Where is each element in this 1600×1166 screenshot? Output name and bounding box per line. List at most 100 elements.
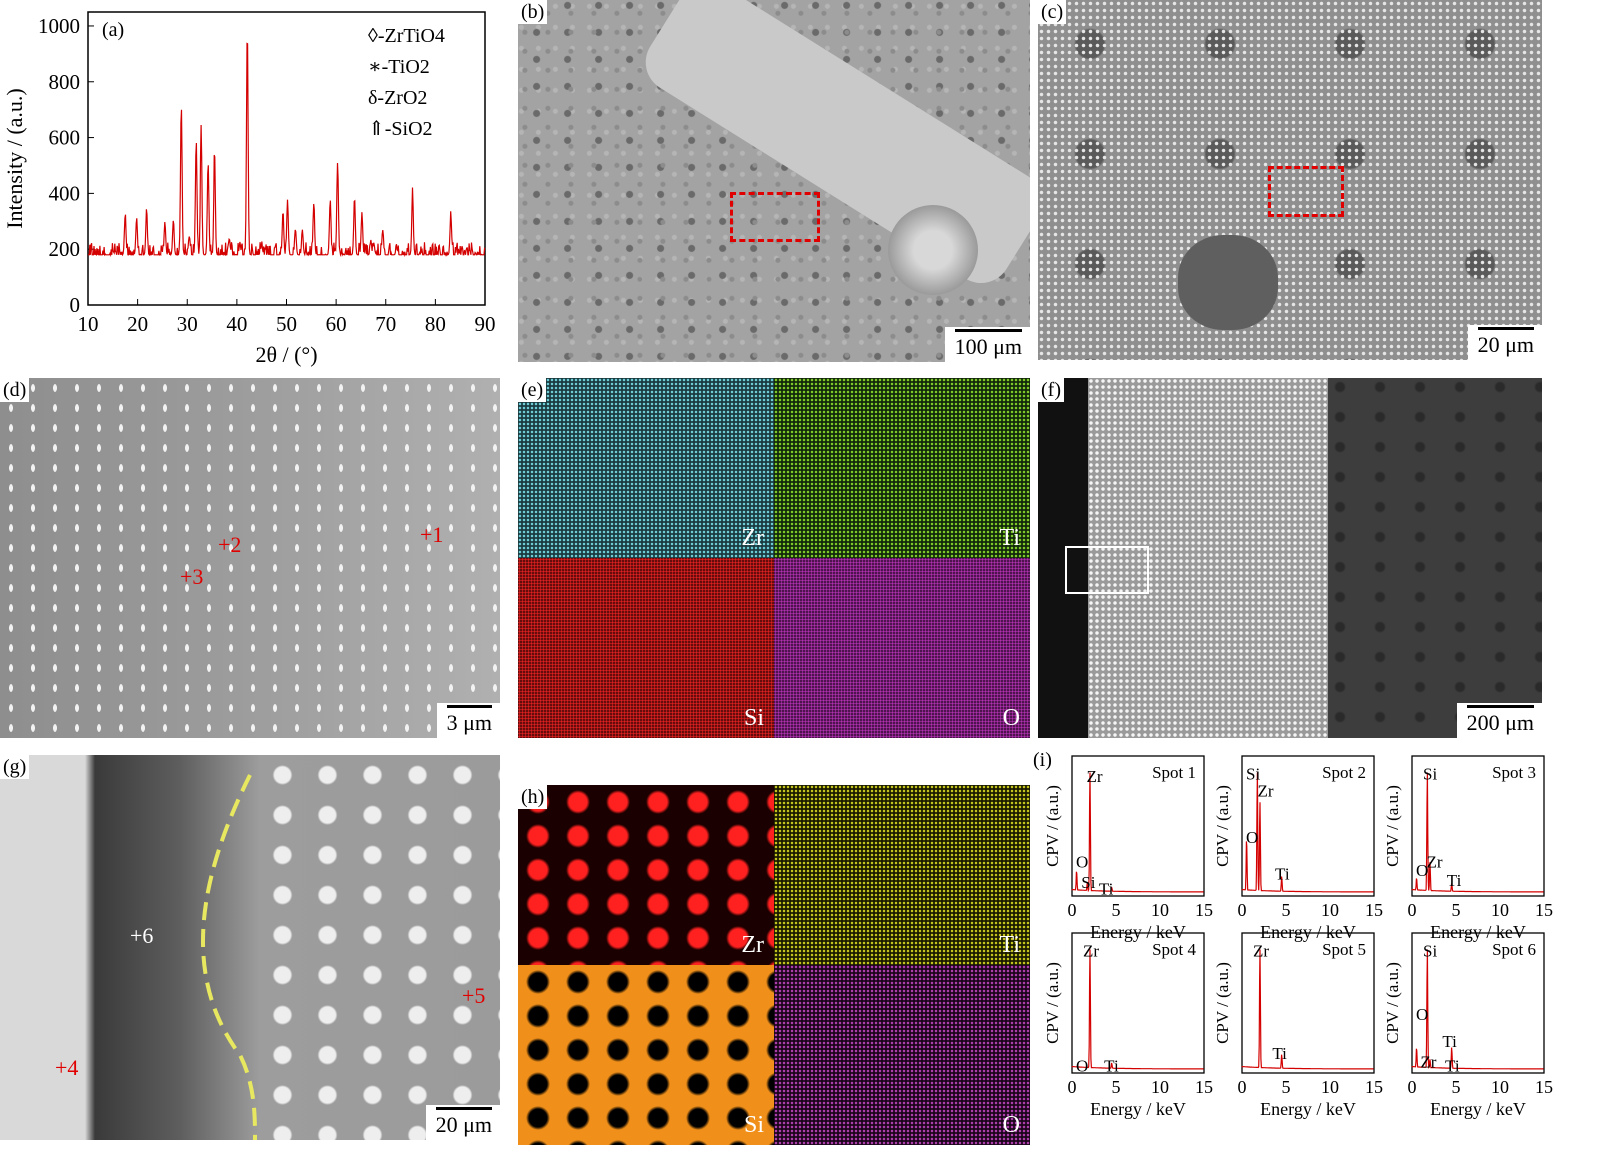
y-tick-label: 400 (49, 181, 81, 205)
element-label-si: Si (743, 705, 764, 731)
y-tick-label: 800 (49, 70, 81, 94)
peak-label: Zr (1087, 767, 1103, 786)
eds-map-si-h: Si (518, 965, 774, 1145)
panel-label-c: (c) (1038, 0, 1067, 24)
peak-label: Si (1246, 765, 1260, 784)
panel-f-cross-section: (f) 200 μm (1038, 378, 1542, 738)
spectrum-line (1411, 772, 1544, 893)
x-tick-label: 5 (1282, 1077, 1291, 1097)
panel-label-d: (d) (0, 378, 30, 402)
panel-b-sem-image: (b) 100 μm (518, 0, 1030, 362)
scale-bar-c: 20 μm (1467, 325, 1542, 360)
cross-section-coating (1088, 378, 1328, 738)
y-tick-label: 1000 (38, 14, 80, 38)
peak-label: Ti (1445, 1056, 1460, 1075)
sem-bump-feature (888, 205, 978, 295)
peak-label: Ti (1442, 1032, 1457, 1051)
x-tick-label: 10 (1491, 1077, 1509, 1097)
sem-surface-image-c (1038, 0, 1542, 360)
panel-i-eds-spectra: (i) 0 5 10 15 Energy / keV CPV / (a.u.) Spot 1… (1030, 748, 1600, 1166)
spot-marker-2: +2 (218, 532, 242, 557)
y-axis-label: CPV / (a.u.) (1043, 785, 1062, 867)
eds-spectrum-1: 0 5 10 15 Energy / keV CPV / (a.u.) Spot 1 Zr OS… (1043, 755, 1213, 942)
eds-map-si: Si (518, 558, 774, 738)
eds-map-o-h: O (774, 965, 1030, 1145)
element-label-ti-h: Ti (999, 932, 1020, 958)
peak-label: O (1076, 853, 1088, 872)
peak-label: Si (1423, 765, 1437, 784)
x-axis-label: Energy / keV (1430, 1099, 1526, 1119)
peak-label: Ti (1447, 871, 1462, 890)
panel-label-h: (h) (518, 785, 548, 809)
spectrum-frame (1071, 755, 1205, 897)
spectrum-title: Spot 6 (1492, 940, 1536, 959)
chart-legend: ◊-ZrTiO4 ∗-TiO2 δ-ZrO2 ⇑-SiO2 (368, 25, 445, 140)
x-tick-label: 10 (78, 312, 99, 336)
eds-spectrum-2: 0 5 10 15 Energy / keV CPV / (a.u.) Spot 2 SiZr… (1213, 755, 1383, 942)
spectrum-title: Spot 1 (1152, 763, 1196, 782)
x-axis-label: Energy / keV (1260, 1099, 1356, 1119)
y-axis-label: CPV / (a.u.) (1043, 962, 1062, 1044)
spectrum-frame (1411, 932, 1545, 1074)
x-tick-label: 10 (1321, 1077, 1339, 1097)
panel-h-eds-maps: Zr Ti Si O (h) (518, 785, 1030, 1145)
x-tick-label: 10 (1151, 1077, 1169, 1097)
x-tick-label: 15 (1195, 900, 1213, 920)
highlight-box-f (1065, 546, 1149, 594)
eds-map-zr-h: Zr (518, 785, 774, 965)
peak-label: Zr (1257, 782, 1273, 801)
x-tick-label: 5 (1282, 900, 1291, 920)
scale-bar-g: 20 μm (425, 1105, 500, 1140)
x-tick-label: 10 (1321, 900, 1339, 920)
spectrum-line (1071, 772, 1204, 893)
scale-bar-d: 3 μm (436, 703, 500, 738)
legend-entry: δ-ZrO2 (368, 87, 427, 109)
eds-spectrum-4: 0 5 10 15 Energy / keV CPV / (a.u.) Spot 4 Zr O T… (1043, 932, 1213, 1119)
spot-marker-5: +5 (462, 983, 486, 1008)
eds-spectrum-5: 0 5 10 15 Energy / keV CPV / (a.u.) Spot 5 Zr Ti (1213, 932, 1383, 1119)
x-tick-label: 90 (475, 312, 496, 336)
y-axis-label: CPV / (a.u.) (1383, 785, 1402, 867)
legend-entry: ◊-ZrTiO4 (368, 25, 445, 47)
y-tick-label: 200 (49, 237, 81, 261)
x-tick-label: 0 (1238, 900, 1247, 920)
peak-label: O (1246, 828, 1258, 847)
y-tick-label: 0 (70, 293, 81, 317)
spectrum-line (1241, 949, 1374, 1070)
peak-label: Si (1081, 873, 1095, 892)
x-tick-label: 5 (1112, 1077, 1121, 1097)
element-label-zr-h: Zr (741, 932, 764, 958)
cross-section-edge (1038, 378, 1088, 738)
x-tick-label: 15 (1535, 1077, 1553, 1097)
x-tick-label: 5 (1452, 900, 1461, 920)
x-axis-label: Energy / keV (1430, 922, 1526, 942)
scale-bar-b: 100 μm (944, 327, 1030, 362)
scale-bar-f: 200 μm (1456, 703, 1542, 738)
y-axis-label: Intensity / (a.u.) (2, 88, 27, 229)
spot-marker-1: +1 (420, 522, 444, 547)
peak-label: Zr (1420, 1053, 1436, 1072)
x-tick-label: 0 (1238, 1077, 1247, 1097)
peak-label: Zr (1427, 853, 1443, 872)
eds-map-ti-h: Ti (774, 785, 1030, 965)
x-tick-label: 5 (1112, 900, 1121, 920)
x-tick-label: 10 (1491, 900, 1509, 920)
scale-bar-label-b: 100 μm (954, 334, 1022, 359)
x-tick-label: 5 (1452, 1077, 1461, 1097)
element-label-ti: Ti (999, 525, 1020, 551)
spectrum-line (1411, 949, 1544, 1070)
legend-entry: ⇑-SiO2 (368, 118, 433, 140)
scale-bar-label-g: 20 μm (435, 1112, 492, 1137)
spectrum-frame (1071, 932, 1205, 1074)
element-label-si-h: Si (743, 1112, 764, 1138)
spot-marker-6: +6 (130, 923, 154, 948)
peak-label: O (1416, 1005, 1428, 1024)
x-tick-label: 30 (177, 312, 198, 336)
x-tick-label: 0 (1068, 900, 1077, 920)
peak-label: Si (1423, 942, 1437, 961)
panel-label-a: (a) (102, 19, 124, 41)
eds-spectrum-3: 0 5 10 15 Energy / keV CPV / (a.u.) Spot 3 Si OZ… (1383, 755, 1553, 942)
peak-label: O (1076, 1056, 1088, 1075)
highlight-box-b (730, 192, 820, 242)
